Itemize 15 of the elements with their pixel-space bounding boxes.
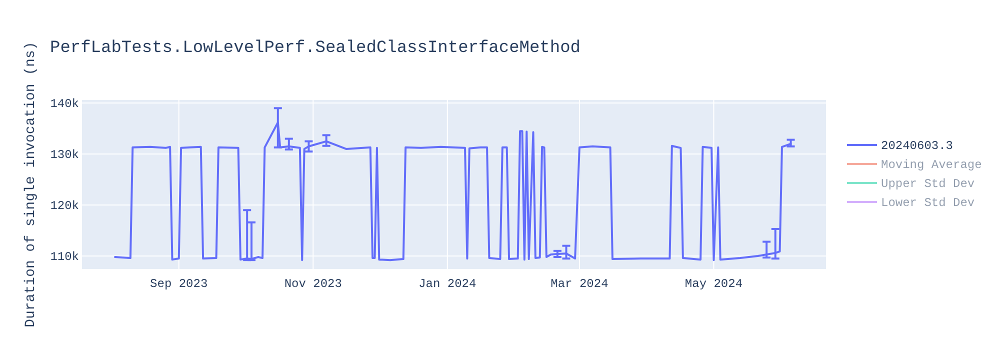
y-tick-label: 120k — [50, 199, 79, 214]
x-tick-label: Mar 2024 — [550, 277, 608, 291]
y-tick-label: 110k — [50, 250, 79, 264]
legend-label: Upper Std Dev — [881, 177, 975, 191]
x-tick-label: May 2024 — [684, 277, 743, 291]
y-axis-title: Duration of single invocation (ns) — [23, 42, 39, 328]
x-tick-label: Sep 2023 — [150, 277, 208, 291]
chart-title: PerfLabTests.LowLevelPerf.SealedClassInterfaceMethod — [50, 39, 580, 58]
legend-label: Lower Std Dev — [881, 196, 975, 210]
y-tick-label: 140k — [50, 97, 79, 112]
legend-label: 20240603.3 — [881, 139, 954, 153]
x-tick-label: Nov 2023 — [284, 277, 342, 291]
x-tick-label: Jan 2024 — [418, 277, 476, 291]
y-tick-label: 130k — [50, 148, 79, 162]
legend-label: Moving Average — [881, 158, 982, 172]
